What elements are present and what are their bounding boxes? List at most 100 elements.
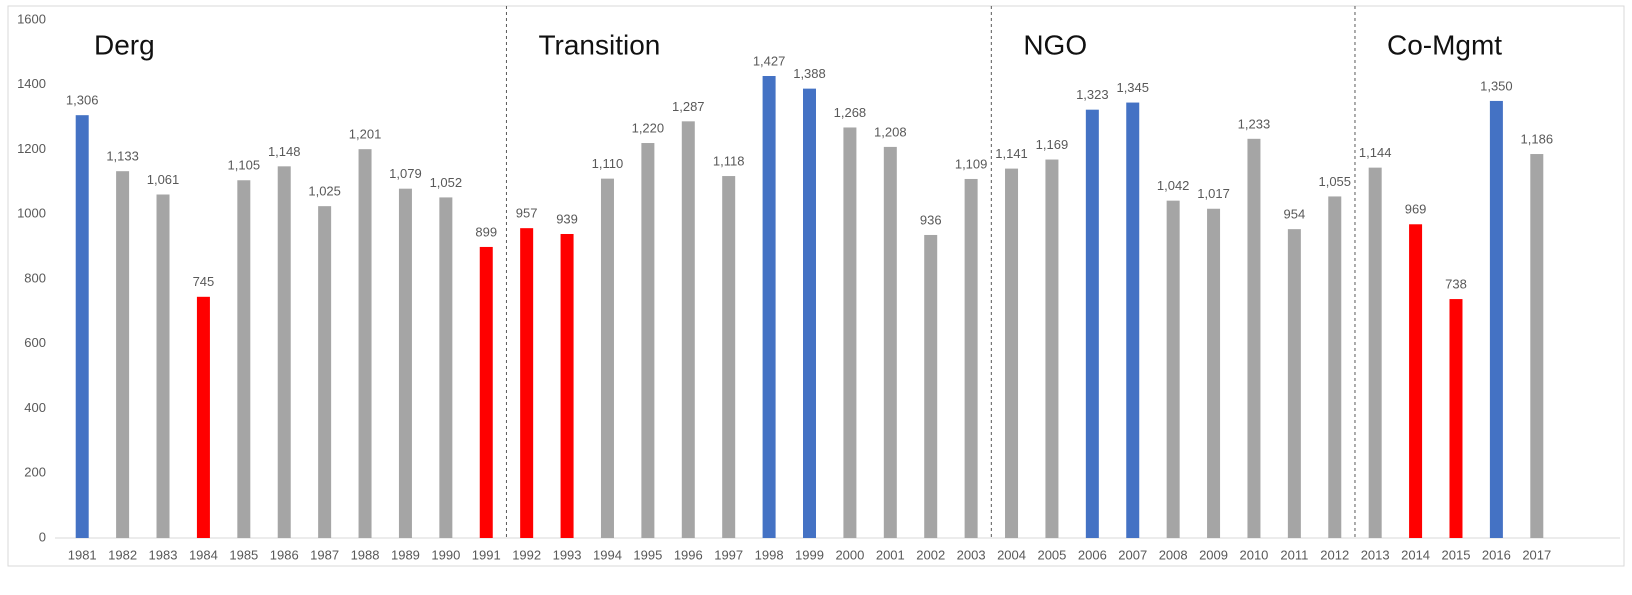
- bar: [1247, 138, 1261, 538]
- value-label: 957: [516, 206, 538, 221]
- x-tick-label: 2015: [1442, 547, 1471, 562]
- period-label: NGO: [1023, 29, 1087, 60]
- x-tick-label: 1999: [795, 547, 824, 562]
- value-label: 1,169: [1036, 137, 1069, 152]
- y-tick-label: 1400: [17, 76, 46, 91]
- bar: [1045, 159, 1059, 538]
- value-label: 1,388: [793, 66, 826, 81]
- x-tick-label: 1990: [431, 547, 460, 562]
- value-label: 1,105: [228, 158, 261, 173]
- y-tick-label: 400: [24, 400, 46, 415]
- x-tick-label: 1984: [189, 547, 218, 562]
- value-label: 1,017: [1197, 186, 1230, 201]
- y-tick-label: 600: [24, 335, 46, 350]
- value-label: 1,133: [106, 149, 139, 164]
- x-tick-label: 1991: [472, 547, 501, 562]
- bar: [681, 121, 695, 539]
- x-tick-label: 1998: [755, 547, 784, 562]
- value-label: 1,208: [874, 124, 907, 139]
- x-tick-label: 2005: [1037, 547, 1066, 562]
- bar: [1085, 109, 1099, 539]
- value-label: 1,233: [1238, 116, 1271, 131]
- x-tick-label: 2003: [957, 547, 986, 562]
- x-tick-label: 1989: [391, 547, 420, 562]
- value-label: 954: [1284, 207, 1306, 222]
- x-tick-label: 1995: [633, 547, 662, 562]
- x-tick-label: 2010: [1239, 547, 1268, 562]
- x-tick-label: 2000: [835, 547, 864, 562]
- x-tick-label: 1992: [512, 547, 541, 562]
- y-tick-label: 800: [24, 270, 46, 285]
- bar: [924, 234, 938, 538]
- x-tick-label: 1994: [593, 547, 622, 562]
- value-label: 1,061: [147, 172, 180, 187]
- x-tick-label: 2007: [1118, 547, 1147, 562]
- bar: [439, 197, 453, 539]
- value-label: 1,268: [834, 105, 867, 120]
- bar: [520, 228, 534, 538]
- bar: [803, 88, 816, 538]
- bar: [762, 76, 776, 538]
- value-label: 1,427: [753, 53, 786, 68]
- bar: [1287, 229, 1301, 538]
- bar: [1207, 208, 1221, 538]
- value-label: 1,025: [308, 184, 341, 199]
- x-tick-label: 1993: [553, 547, 582, 562]
- bar: [1489, 100, 1503, 538]
- bar: [156, 194, 170, 538]
- y-tick-label: 200: [24, 465, 46, 480]
- value-label: 936: [920, 212, 942, 227]
- value-label: 1,186: [1521, 131, 1554, 146]
- value-label: 1,042: [1157, 178, 1190, 193]
- bar: [479, 246, 493, 539]
- bar: [883, 146, 897, 538]
- chart-frame: [7, 5, 1625, 567]
- bar: [318, 206, 332, 538]
- bar: [1530, 154, 1544, 538]
- bar: [358, 149, 372, 538]
- y-tick-label: 1600: [17, 11, 46, 26]
- y-tick-label: 1000: [17, 206, 46, 221]
- x-tick-label: 2006: [1078, 547, 1107, 562]
- value-label: 969: [1405, 202, 1427, 217]
- x-tick-label: 1988: [351, 547, 380, 562]
- bar: [600, 178, 614, 538]
- x-tick-label: 2008: [1159, 547, 1188, 562]
- bar: [1126, 102, 1140, 539]
- value-label: 1,118: [713, 153, 745, 168]
- y-tick-label: 1200: [17, 141, 46, 156]
- value-label: 1,144: [1359, 145, 1392, 160]
- x-tick-label: 2011: [1280, 547, 1308, 562]
- value-label: 1,345: [1116, 80, 1149, 95]
- value-label: 899: [475, 224, 497, 239]
- value-label: 1,141: [995, 146, 1028, 161]
- x-tick-label: 2004: [997, 547, 1026, 562]
- bar: [1368, 167, 1382, 538]
- period-label: Derg: [94, 29, 155, 60]
- x-tick-label: 1996: [674, 547, 703, 562]
- bar: [237, 180, 251, 538]
- period-label: Transition: [538, 29, 660, 60]
- x-tick-label: 2002: [916, 547, 945, 562]
- bar: [964, 178, 978, 538]
- value-label: 1,350: [1480, 78, 1513, 93]
- value-label: 1,323: [1076, 87, 1109, 102]
- value-label: 738: [1445, 277, 1467, 292]
- value-label: 939: [556, 211, 578, 226]
- bar: [196, 296, 210, 538]
- bar: [1166, 200, 1180, 538]
- value-label: 1,287: [672, 99, 705, 114]
- bar: [1005, 168, 1019, 538]
- value-label: 1,306: [66, 93, 99, 108]
- bar: [1409, 224, 1423, 538]
- x-tick-label: 1997: [714, 547, 743, 562]
- value-label: 1,109: [955, 156, 988, 171]
- x-tick-label: 2001: [876, 547, 905, 562]
- bar: [277, 166, 291, 538]
- x-tick-label: 1982: [108, 547, 137, 562]
- x-tick-label: 2009: [1199, 547, 1228, 562]
- bar: [75, 115, 89, 539]
- bar: [398, 188, 412, 538]
